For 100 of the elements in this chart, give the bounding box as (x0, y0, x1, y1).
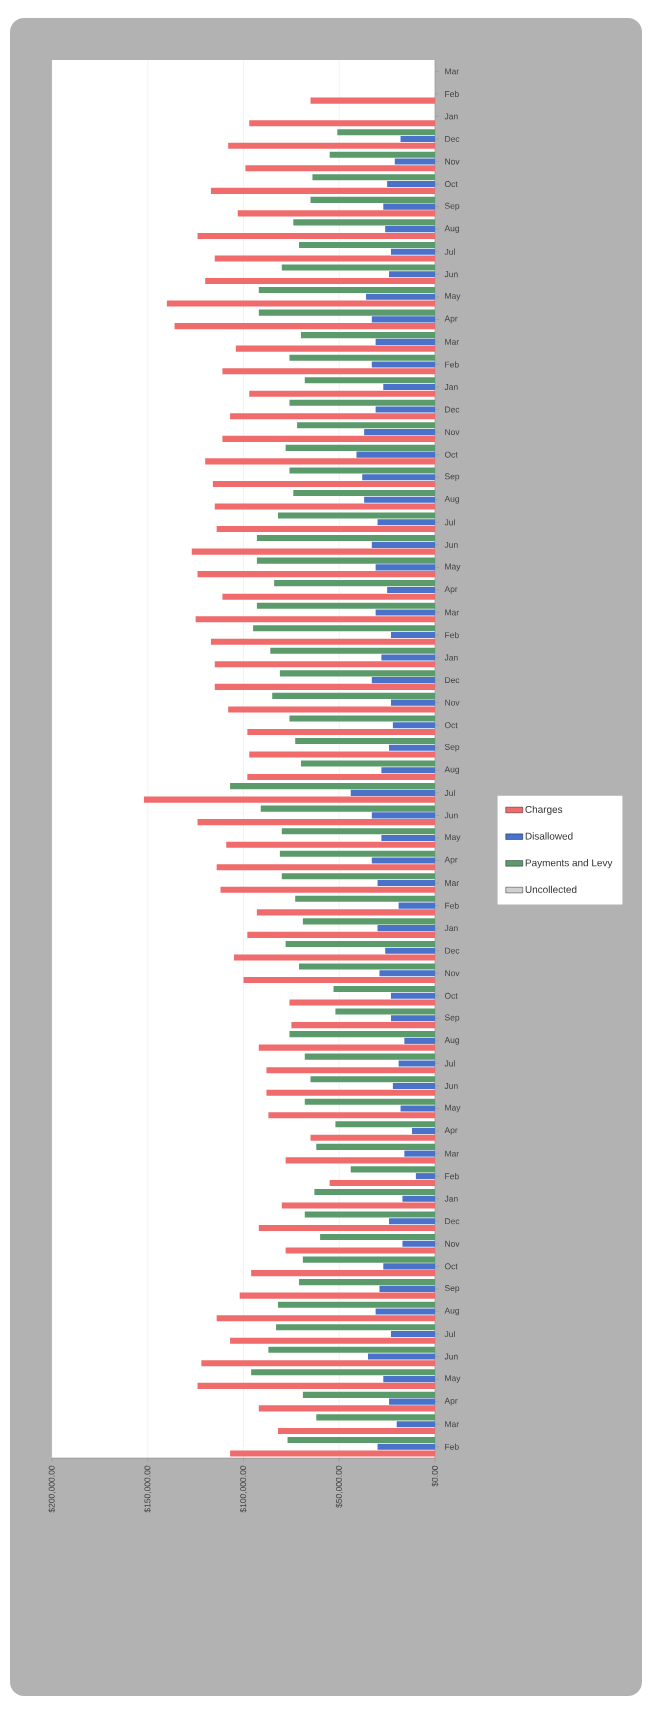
bar (256, 602, 435, 609)
bar (375, 564, 435, 571)
y-tick-label: Apr (444, 586, 458, 594)
bar (247, 931, 435, 938)
bar (329, 151, 435, 158)
bar (258, 1405, 435, 1412)
bar (404, 1037, 435, 1044)
y-tick-label: Jan (444, 654, 458, 661)
bar (222, 593, 435, 600)
bar (389, 271, 435, 278)
y-tick-label: Sep (444, 1285, 460, 1293)
y-tick-label: Sep (444, 473, 460, 482)
bar (375, 406, 435, 413)
bar (314, 1188, 435, 1195)
bar (390, 631, 435, 639)
bar (402, 1195, 435, 1202)
bar (364, 429, 435, 436)
bar (285, 1157, 435, 1164)
bar (243, 976, 435, 984)
bar (289, 467, 435, 474)
x-tick-label: $0.00 (431, 1465, 439, 1487)
bar (295, 737, 435, 745)
bar (276, 1324, 435, 1331)
y-tick-label: Sep (444, 1014, 460, 1023)
y-tick-label: Dec (445, 406, 460, 413)
bar (216, 864, 435, 871)
bar (270, 647, 435, 654)
bar (396, 1421, 435, 1428)
bar (289, 354, 435, 361)
y-tick-label: May (445, 1375, 461, 1383)
bar (381, 834, 435, 841)
bar (350, 789, 435, 796)
y-tick-label: May (445, 293, 461, 301)
bar (289, 1031, 435, 1038)
bar (381, 654, 435, 661)
bar (205, 277, 435, 285)
y-tick-label: Jan (444, 113, 458, 120)
bar (249, 751, 435, 758)
bar (279, 850, 435, 857)
bar (302, 918, 435, 925)
bar (383, 383, 435, 391)
y-tick-label: Apr (444, 856, 458, 865)
bar (287, 1436, 435, 1443)
y-tick-label: Jul (444, 1330, 455, 1338)
bar (371, 361, 435, 368)
bar (300, 332, 435, 339)
bar (310, 97, 435, 104)
bar (377, 519, 435, 526)
y-tick-label: Oct (444, 181, 458, 188)
bar (310, 1076, 435, 1083)
y-tick-label: Aug (444, 225, 460, 233)
bar (277, 1301, 435, 1308)
bar (415, 1173, 435, 1180)
bar (228, 706, 435, 713)
y-tick-label: Oct (444, 992, 458, 999)
bar (197, 571, 435, 578)
bar (289, 715, 435, 722)
bar (297, 422, 435, 429)
y-tick-label: Feb (445, 1173, 459, 1180)
bar (237, 210, 435, 217)
bar (201, 1360, 435, 1367)
bar (412, 1128, 435, 1135)
y-tick-label: Sep (444, 202, 460, 211)
bar (383, 1376, 435, 1383)
y-tick-label: Mar (445, 609, 459, 616)
y-tick-label: Jan (444, 925, 458, 932)
bar (233, 954, 435, 961)
y-tick-label: Oct (444, 451, 458, 458)
bar (281, 873, 435, 880)
bar (400, 135, 435, 143)
bar (379, 970, 435, 977)
bar (371, 677, 435, 684)
y-tick-label: Apr (444, 1397, 458, 1406)
y-tick-label: Sep (444, 743, 460, 752)
y-tick-label: Dec (445, 1218, 460, 1225)
bar (335, 1008, 435, 1015)
bar (214, 255, 435, 262)
y-tick-label: Mar (445, 1150, 459, 1157)
bar (320, 1233, 435, 1241)
y-tick-label: Mar (445, 338, 459, 345)
bar (310, 196, 435, 203)
bar (245, 165, 435, 172)
bar (239, 1292, 435, 1299)
y-tick-label: Nov (445, 429, 460, 436)
bar (258, 287, 435, 294)
bar (398, 1060, 435, 1067)
x-tick-label: $150,000.00 (144, 1465, 152, 1513)
bar (350, 1166, 435, 1173)
bar (285, 444, 435, 451)
bar (281, 264, 435, 271)
y-tick-label: Apr (444, 315, 458, 324)
bar (272, 692, 435, 699)
x-tick-label: $200,000.00 (48, 1465, 56, 1513)
y-tick-label: Nov (445, 699, 460, 706)
bar (304, 377, 435, 384)
bar (235, 345, 435, 352)
bar (300, 760, 435, 767)
bar (197, 232, 435, 239)
bar (390, 1330, 435, 1338)
bar (212, 480, 435, 487)
